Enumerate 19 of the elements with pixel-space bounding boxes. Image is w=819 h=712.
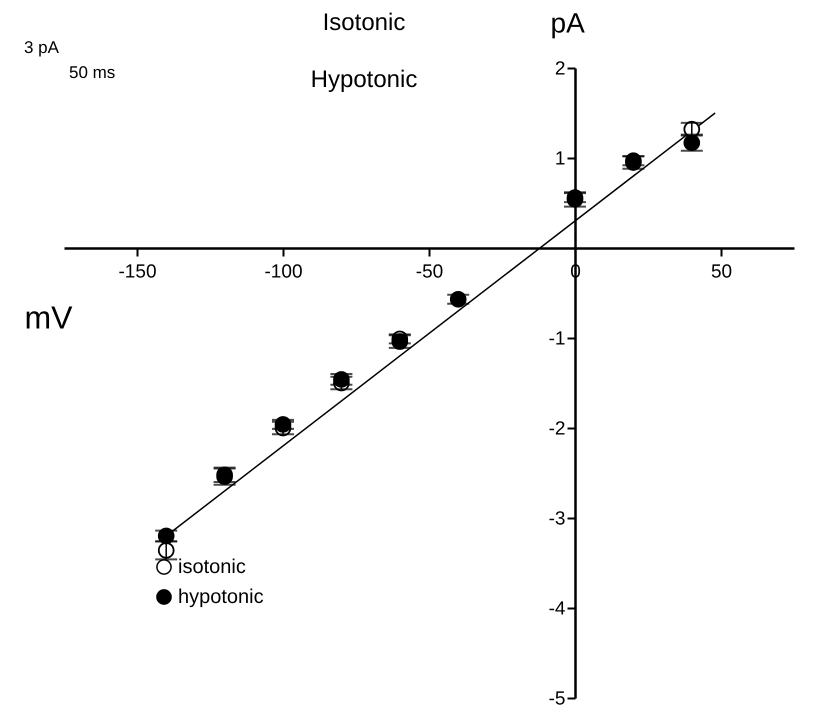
x-tick-label: -50 bbox=[416, 262, 444, 282]
y-axis-title: pA bbox=[550, 8, 586, 38]
x-tick-label: 50 bbox=[710, 262, 732, 282]
y-tick-label: -4 bbox=[548, 598, 566, 620]
y-tick-label: 2 bbox=[554, 58, 566, 80]
y-tick-label: -2 bbox=[548, 418, 566, 440]
x-tick-label: -150 bbox=[118, 262, 157, 282]
legend-label: isotonic bbox=[178, 556, 246, 578]
legend-label: hypotonic bbox=[178, 586, 264, 608]
y-tick-label: -3 bbox=[548, 508, 566, 530]
y-tick-label: -5 bbox=[548, 688, 566, 710]
y-tick-label: -1 bbox=[548, 328, 566, 350]
x-axis-title: mV bbox=[24, 300, 74, 336]
text: Isotonic bbox=[322, 9, 406, 36]
y-tick-label: 1 bbox=[554, 148, 566, 170]
x-tick-label: -100 bbox=[264, 262, 303, 282]
text: 3 pA bbox=[24, 38, 60, 57]
annotation: Hypotonic bbox=[310, 66, 418, 93]
annotation: 50 ms bbox=[69, 63, 116, 82]
